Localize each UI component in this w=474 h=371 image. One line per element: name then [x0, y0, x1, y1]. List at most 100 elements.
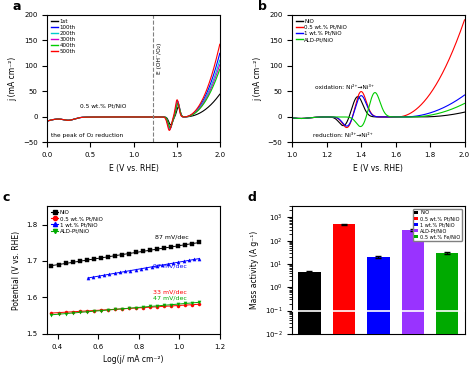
NiO — [289, 116, 295, 120]
300th — [45, 119, 50, 123]
Point — [154, 303, 161, 309]
NiO — [355, 94, 361, 99]
500th — [124, 115, 129, 119]
Text: c: c — [2, 191, 10, 204]
300th — [167, 126, 173, 130]
300th — [212, 77, 218, 82]
200th — [212, 74, 218, 78]
1st — [212, 98, 218, 103]
ALD-Pt/NiO — [462, 101, 467, 106]
1st — [217, 92, 223, 96]
Point — [185, 257, 192, 263]
X-axis label: Log(j/ mA cm⁻²): Log(j/ mA cm⁻²) — [103, 355, 164, 364]
Text: 87 mV/dec: 87 mV/dec — [155, 234, 189, 239]
Legend: 1st, 100th, 200th, 300th, 400th, 500th: 1st, 100th, 200th, 300th, 400th, 500th — [50, 17, 77, 55]
500th — [217, 42, 223, 46]
ALD-Pt/NiO — [289, 116, 295, 120]
Point — [174, 243, 182, 249]
100th — [54, 117, 59, 121]
Point — [196, 299, 203, 305]
400th — [45, 119, 50, 123]
Text: a: a — [13, 0, 21, 13]
Text: d: d — [247, 191, 256, 204]
Text: 97 mV/dec: 97 mV/dec — [153, 263, 187, 269]
100th — [212, 69, 218, 73]
ALD-Pt/NiO — [457, 104, 463, 108]
0.5 wt.% Pt/NiO — [289, 116, 295, 120]
Point — [125, 305, 133, 311]
1 wt.% Pt/NiO — [289, 116, 295, 120]
400th — [167, 125, 173, 130]
Point — [48, 310, 55, 316]
1st — [168, 122, 173, 127]
Line: 0.5 wt.% Pt/NiO: 0.5 wt.% Pt/NiO — [292, 20, 465, 128]
500th — [212, 62, 218, 67]
100th — [167, 127, 173, 131]
Point — [111, 270, 118, 276]
NiO — [457, 111, 463, 115]
Point — [132, 267, 139, 273]
100th — [181, 115, 186, 119]
500th — [54, 117, 59, 121]
Point — [160, 302, 168, 308]
Legend: NiO, 0.5 wt.% Pt/NiO, 1 wt.% Pt/NiO, ALD-Pt/NiO: NiO, 0.5 wt.% Pt/NiO, 1 wt.% Pt/NiO, ALD… — [50, 209, 104, 234]
Point — [76, 258, 83, 264]
Point — [62, 311, 69, 316]
Point — [84, 275, 92, 281]
Point — [139, 304, 147, 310]
Point — [127, 267, 134, 273]
Point — [48, 312, 55, 318]
200th — [54, 117, 59, 121]
0.5 wt.% Pt/NiO — [344, 125, 350, 130]
Point — [104, 307, 112, 313]
NiO — [369, 114, 374, 119]
NiO — [298, 116, 304, 121]
Point — [154, 304, 161, 310]
1 wt.% Pt/NiO — [373, 114, 379, 119]
0.5 wt.% Pt/NiO — [457, 31, 463, 36]
Point — [118, 306, 126, 312]
Point — [182, 301, 189, 306]
Point — [174, 301, 182, 307]
500th — [45, 119, 50, 123]
Point — [167, 302, 175, 308]
Text: E (OH⁻/O₂): E (OH⁻/O₂) — [157, 43, 162, 74]
300th — [181, 115, 186, 119]
ALD-Pt/NiO — [372, 91, 378, 95]
ALD-Pt/NiO — [425, 114, 431, 118]
300th — [212, 77, 218, 81]
400th — [181, 115, 186, 119]
Text: 33 mV/dec: 33 mV/dec — [153, 289, 187, 294]
Bar — [436, 253, 458, 371]
Point — [76, 308, 83, 314]
200th — [45, 119, 50, 123]
Y-axis label: j (mA cm⁻²): j (mA cm⁻²) — [9, 56, 18, 101]
1st — [124, 115, 129, 119]
Point — [182, 242, 189, 248]
Point — [180, 258, 187, 264]
400th — [54, 117, 59, 121]
Line: NiO: NiO — [292, 96, 465, 126]
Y-axis label: Potential (V vs. RHE): Potential (V vs. RHE) — [12, 230, 21, 310]
Point — [189, 300, 196, 306]
NiO — [462, 110, 467, 114]
Point — [146, 247, 154, 253]
Point — [111, 253, 118, 259]
100th — [128, 115, 134, 119]
Point — [154, 246, 161, 252]
NiO — [374, 115, 379, 119]
Point — [125, 250, 133, 256]
200th — [212, 73, 218, 78]
Point — [48, 263, 55, 269]
100th — [212, 69, 218, 73]
Point — [83, 308, 91, 314]
Point — [83, 309, 91, 315]
500th — [181, 115, 186, 119]
Point — [146, 304, 154, 310]
Text: 47 mV/dec: 47 mV/dec — [153, 295, 187, 300]
100th — [45, 119, 50, 123]
Point — [69, 310, 76, 316]
0.5 wt.% Pt/NiO — [298, 116, 304, 121]
Point — [100, 272, 108, 278]
500th — [128, 115, 134, 119]
